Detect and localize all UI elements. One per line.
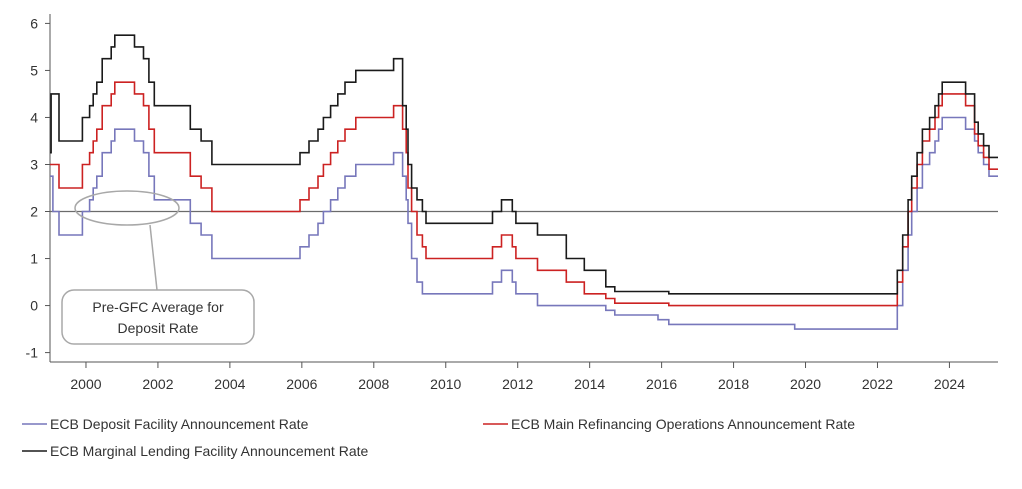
- series-line-deposit: [50, 116, 998, 330]
- annotation-connector: [149, 224, 158, 291]
- x-tick-label: 2024: [934, 376, 965, 392]
- x-tick-label: 2006: [286, 376, 317, 392]
- series-lines: [50, 34, 998, 330]
- x-tick-label: 2020: [790, 376, 821, 392]
- legend: ECB Deposit Facility Announcement Rate E…: [22, 416, 855, 459]
- y-tick-label: -1: [26, 345, 39, 361]
- x-tick-label: 2012: [502, 376, 533, 392]
- y-axis-ticks: -1 0 1 2 3 4 5 6: [26, 15, 50, 361]
- series-line-mro: [50, 81, 998, 307]
- legend-label-deposit: ECB Deposit Facility Announcement Rate: [50, 416, 309, 432]
- x-tick-label: 2010: [430, 376, 461, 392]
- x-tick-label: 2018: [718, 376, 749, 392]
- x-axis-ticks: 2000 2002 2004 2006 2008 2010 2012 2014 2016 2018…: [70, 362, 965, 392]
- x-tick-label: 2014: [574, 376, 605, 392]
- annotation-ellipse: [74, 190, 180, 226]
- y-tick-label: 6: [30, 15, 38, 31]
- y-tick-label: 5: [30, 62, 38, 78]
- y-tick-label: 1: [30, 251, 38, 267]
- x-tick-label: 2000: [70, 376, 101, 392]
- x-tick-label: 2004: [214, 376, 245, 392]
- y-tick-label: 4: [30, 109, 38, 125]
- y-tick-label: 0: [30, 298, 38, 314]
- legend-label-mro: ECB Main Refinancing Operations Announce…: [511, 416, 855, 432]
- annotation-box: [61, 289, 255, 345]
- legend-label-marginal: ECB Marginal Lending Facility Announceme…: [50, 443, 369, 459]
- x-tick-label: 2022: [862, 376, 893, 392]
- legend-item-mro: ECB Main Refinancing Operations Announce…: [483, 416, 855, 432]
- annotation-pre-gfc: Pre-GFC Average for Deposit Rate: [61, 190, 255, 345]
- y-tick-label: 3: [30, 156, 38, 172]
- series-line-marginal: [50, 34, 998, 295]
- annotation-text-line1: Pre-GFC Average for: [92, 299, 224, 315]
- legend-item-deposit: ECB Deposit Facility Announcement Rate: [22, 416, 309, 432]
- x-tick-label: 2008: [358, 376, 389, 392]
- x-tick-label: 2016: [646, 376, 677, 392]
- y-tick-label: 2: [30, 204, 38, 220]
- annotation-text-line2: Deposit Rate: [118, 320, 199, 336]
- legend-item-marginal: ECB Marginal Lending Facility Announceme…: [22, 443, 369, 459]
- x-tick-label: 2002: [142, 376, 173, 392]
